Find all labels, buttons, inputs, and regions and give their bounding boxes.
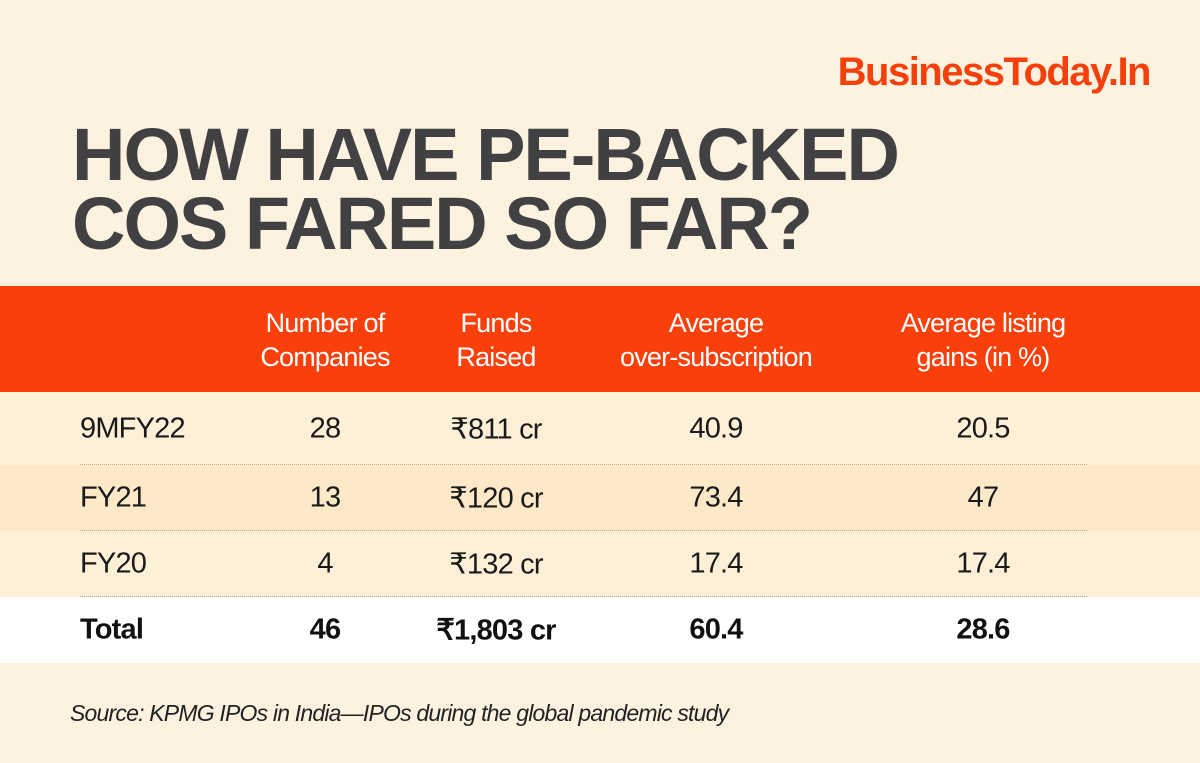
cell-listing-gains: 17.4 [956,547,1010,580]
header-line: over-subscription [620,342,813,372]
cell-period: Total [80,613,144,646]
cell-funds: ₹1,803 cr [436,614,556,647]
header-line: Number of [265,308,386,338]
table-row: FY21 13 ₹120 cr 73.4 47 [0,465,1200,531]
cell-oversubscription: 73.4 [689,481,743,514]
header-line: gains (in %) [916,342,1051,372]
row-divider [80,530,1087,531]
cell-listing-gains: 47 [967,481,999,514]
row-divider [80,464,1087,465]
table-total-row: Total 46 ₹1,803 cr 60.4 28.6 [0,597,1200,663]
table-row: FY20 4 ₹132 cr 17.4 17.4 [0,531,1200,597]
cell-oversubscription: 17.4 [689,547,743,580]
cell-oversubscription: 40.9 [689,412,743,444]
cell-listing-gains: 28.6 [956,613,1010,646]
header-line: Companies [260,342,390,372]
title-line-2: COS FARED SO FAR? [72,182,813,265]
cell-funds: ₹811 cr [450,413,542,445]
header-line: Average [668,308,764,338]
cell-companies: 28 [309,412,341,444]
title-line-1: HOW HAVE PE-BACKED [72,113,900,196]
cell-funds: ₹120 cr [449,482,543,515]
cell-period: 9MFY22 [80,412,186,444]
cell-companies: 4 [317,547,333,580]
table-header: Number of Companies Funds Raised Average… [0,286,1200,392]
header-number-of-companies: Number of Companies [260,306,390,374]
cell-period: FY20 [80,547,147,580]
row-divider [80,596,1087,597]
header-line: Funds [460,308,532,338]
table-row: 9MFY22 28 ₹811 cr 40.9 20.5 [0,392,1200,465]
brand-logo: BusinessToday.In [837,50,1152,94]
cell-funds: ₹132 cr [449,548,543,581]
header-average-listing-gains: Average listing gains (in %) [901,306,1066,374]
cell-oversubscription: 60.4 [689,613,743,646]
cell-period: FY21 [80,481,147,514]
source-note: Source: KPMG IPOs in India—IPOs during t… [70,700,729,726]
header-average-over-subscription: Average over-subscription [620,306,813,374]
header-funds-raised: Funds Raised [456,306,536,374]
page-title: HOW HAVE PE-BACKED COS FARED SO FAR? [72,113,900,265]
cell-companies: 13 [309,481,341,514]
cell-listing-gains: 20.5 [956,412,1010,444]
cell-companies: 46 [309,613,341,646]
header-line: Raised [456,342,536,372]
header-line: Average listing [900,308,1066,338]
